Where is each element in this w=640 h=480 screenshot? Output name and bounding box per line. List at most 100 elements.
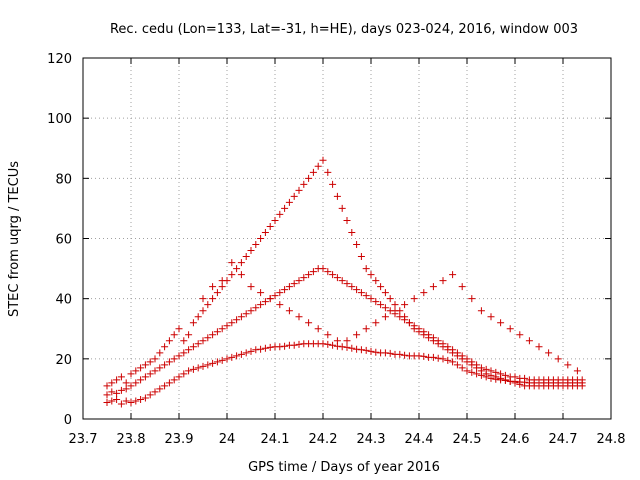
- data-point: [463, 367, 471, 375]
- data-point: [132, 367, 140, 375]
- y-tick-label: 20: [55, 353, 72, 368]
- data-point: [372, 298, 380, 306]
- data-point: [218, 325, 226, 333]
- y-tick-label: 40: [55, 293, 72, 308]
- data-point: [477, 307, 485, 315]
- data-point: [420, 352, 428, 360]
- data-point: [108, 379, 116, 387]
- data-point: [285, 307, 293, 315]
- data-point: [319, 340, 327, 348]
- data-point: [281, 204, 289, 212]
- data-point: [165, 379, 173, 387]
- data-point: [108, 388, 116, 396]
- x-tick-labels: 23.7 23.8 23.9 24 24.1 24.2 24.3 24.4 24.5 24.6 24…: [69, 432, 626, 447]
- x-tick-label: 24.4: [405, 432, 434, 447]
- data-point: [453, 352, 461, 360]
- data-point: [338, 204, 346, 212]
- x-tick-label: 24.8: [597, 432, 626, 447]
- data-point: [309, 168, 317, 176]
- data-point: [429, 283, 437, 291]
- data-point: [127, 370, 135, 378]
- data-point: [329, 180, 337, 188]
- data-point: [343, 216, 351, 224]
- data-point: [453, 361, 461, 369]
- data-point: [381, 289, 389, 297]
- data-point: [257, 235, 265, 242]
- data-point: [300, 180, 308, 188]
- data-point: [161, 382, 169, 390]
- data-point: [218, 283, 226, 291]
- data-point: [295, 277, 303, 285]
- data-point: [367, 347, 375, 355]
- data-point: [506, 325, 514, 333]
- data-point: [209, 295, 217, 303]
- x-tick-label: 24.5: [453, 432, 482, 447]
- data-point: [525, 337, 533, 345]
- data-point: [410, 295, 418, 303]
- data-point: [261, 344, 269, 352]
- x-tick-label: 24: [219, 432, 236, 447]
- data-point: [324, 168, 332, 176]
- data-point: [194, 313, 202, 321]
- data-point: [233, 352, 241, 360]
- data-point: [165, 358, 173, 366]
- data-point: [473, 370, 481, 378]
- data-point: [420, 331, 428, 339]
- y-tick-label: 60: [55, 233, 72, 248]
- data-point: [199, 362, 207, 370]
- data-point: [353, 331, 361, 339]
- data-point: [386, 295, 394, 303]
- x-axis-title: GPS time / Days of year 2016: [248, 460, 440, 475]
- data-point: [151, 367, 159, 375]
- data-point: [285, 283, 293, 291]
- data-point: [204, 334, 212, 342]
- data-point: [372, 277, 380, 285]
- data-point: [372, 319, 380, 327]
- data-point: [252, 304, 260, 312]
- data-point: [175, 373, 183, 381]
- data-point: [237, 259, 245, 267]
- data-point: [511, 373, 519, 381]
- data-point: [381, 313, 389, 321]
- data-point: [257, 289, 265, 297]
- data-point: [444, 356, 452, 364]
- data-point: [362, 292, 370, 300]
- data-point: [228, 319, 236, 327]
- data-point: [449, 349, 457, 357]
- data-point: [473, 364, 481, 372]
- x-tick-label: 24.6: [501, 432, 530, 447]
- data-point: [319, 156, 327, 164]
- data-point: [415, 328, 423, 336]
- x-tick-label: 23.9: [165, 432, 194, 447]
- data-point: [276, 210, 284, 218]
- data-point: [463, 358, 471, 366]
- data-point: [141, 394, 149, 402]
- chart-title: Rec. cedu (Lon=133, Lat=-31, h=HE), days…: [110, 22, 578, 37]
- data-point: [429, 337, 437, 345]
- data-point: [180, 337, 188, 345]
- data-point: [357, 253, 365, 261]
- data-point: [141, 373, 149, 381]
- data-point: [194, 364, 202, 372]
- data-point: [487, 313, 495, 321]
- data-point: [353, 286, 361, 294]
- data-point: [137, 364, 145, 372]
- data-point: [401, 313, 409, 321]
- data-point: [348, 283, 356, 291]
- data-point: [497, 319, 505, 327]
- data-point: [487, 371, 495, 379]
- data-point: [151, 355, 159, 363]
- data-point: [151, 388, 159, 396]
- data-point: [300, 274, 308, 282]
- data-point: [468, 295, 476, 303]
- data-point: [209, 359, 217, 367]
- data-point: [156, 385, 164, 393]
- data-point: [132, 397, 140, 405]
- data-point: [338, 277, 346, 285]
- data-point: [348, 228, 356, 236]
- data-point: [122, 379, 130, 387]
- data-point: [401, 351, 409, 359]
- data-point: [429, 353, 437, 361]
- data-point: [228, 259, 236, 267]
- data-point: [305, 174, 313, 182]
